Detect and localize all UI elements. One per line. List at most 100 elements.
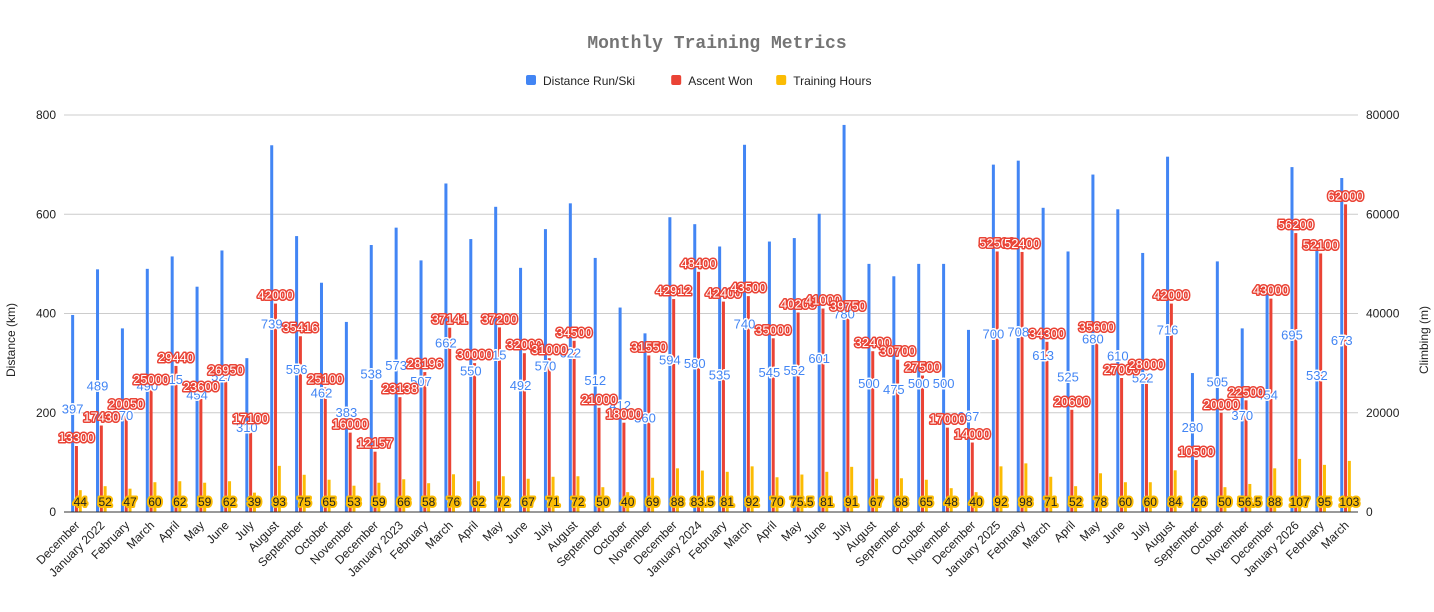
- data-label-hours: 83.5: [691, 495, 715, 509]
- bar-hours: [1322, 464, 1326, 512]
- data-label-hours: 81: [721, 495, 735, 509]
- data-label-ascent: 52400: [1004, 236, 1040, 251]
- x-tick-label: June: [204, 518, 233, 547]
- data-label-distance: 545: [759, 365, 781, 380]
- legend-swatch: [776, 75, 787, 85]
- bar-hours: [700, 470, 704, 512]
- data-label-distance: 515: [161, 372, 183, 387]
- bar-distance: [195, 286, 199, 512]
- data-label-hours: 62: [223, 495, 237, 509]
- data-label-ascent: 25000: [133, 372, 169, 387]
- data-label-distance: 475: [883, 382, 905, 397]
- data-label-ascent: 32400: [855, 335, 891, 350]
- bar-ascent: [921, 375, 925, 512]
- bar-ascent: [522, 353, 526, 512]
- y-tick-label-right: 80000: [1366, 108, 1400, 122]
- data-label-hours: 84: [1168, 495, 1182, 509]
- bar-ascent: [373, 451, 377, 512]
- legend-label: Distance Run/Ski: [543, 74, 635, 88]
- data-label-ascent: 18000: [606, 407, 642, 422]
- data-label-ascent: 17100: [233, 411, 269, 426]
- data-label-distance: 695: [1281, 328, 1303, 343]
- data-label-hours: 71: [546, 495, 560, 509]
- bar-hours: [850, 466, 854, 512]
- data-label-ascent: 16000: [332, 417, 368, 432]
- x-tick-label: May: [778, 518, 804, 544]
- data-label-hours: 72: [497, 495, 511, 509]
- data-label-ascent: 14000: [954, 427, 990, 442]
- data-label-distance: 370: [112, 408, 134, 423]
- bar-ascent: [473, 363, 477, 512]
- bar-ascent: [1095, 335, 1099, 512]
- bar-ascent: [1045, 341, 1049, 512]
- bar-ascent: [970, 442, 974, 512]
- bar-ascent: [348, 432, 352, 512]
- bar-ascent: [1294, 233, 1298, 513]
- data-label-hours: 81: [820, 495, 834, 509]
- bar-ascent: [771, 338, 775, 512]
- data-label-distance: 500: [933, 376, 955, 391]
- bar-hours: [327, 479, 331, 512]
- bar-hours: [825, 471, 829, 512]
- data-label-hours: 62: [173, 495, 187, 509]
- bar-distance: [494, 206, 498, 512]
- data-label-ascent: 23138: [382, 381, 418, 396]
- bar-distance: [270, 145, 274, 513]
- y-tick-label-left: 200: [36, 406, 56, 420]
- data-label-ascent: 35416: [282, 320, 318, 335]
- data-label-hours: 60: [1119, 495, 1133, 509]
- bar-ascent: [1070, 409, 1074, 512]
- bar-distance: [120, 328, 124, 512]
- bar-hours: [1298, 458, 1302, 512]
- data-label-ascent: 42912: [656, 283, 692, 298]
- bar-hours: [899, 478, 903, 512]
- data-label-distance: 739: [261, 317, 283, 332]
- bar-distance: [1116, 209, 1120, 512]
- bar-distance: [1041, 207, 1045, 512]
- bar-distance: [1315, 247, 1319, 512]
- bar-ascent: [672, 299, 676, 512]
- data-label-ascent: 27500: [904, 360, 940, 375]
- bar-ascent: [1344, 204, 1348, 512]
- bar-distance: [842, 124, 846, 513]
- data-label-ascent: 37200: [481, 311, 517, 326]
- data-label-ascent: 48400: [680, 256, 716, 271]
- bar-distance: [71, 314, 75, 512]
- data-label-distance: 680: [1082, 331, 1104, 346]
- x-tick-label: April: [454, 518, 481, 545]
- bar-hours: [576, 476, 580, 512]
- bar-distance: [743, 144, 747, 512]
- bar-distance: [543, 229, 547, 512]
- data-label-hours: 60: [148, 495, 162, 509]
- bar-ascent: [1144, 373, 1148, 512]
- bar-ascent: [1120, 378, 1124, 512]
- data-label-ascent: 42000: [1153, 288, 1189, 303]
- data-label-distance: 556: [286, 362, 308, 377]
- data-label-hours: 68: [895, 495, 909, 509]
- data-label-ascent: 31000: [531, 342, 567, 357]
- data-label-hours: 67: [521, 495, 535, 509]
- bar-distance: [245, 358, 249, 512]
- x-tick-label: March: [124, 518, 157, 551]
- x-tick-label: March: [422, 518, 455, 551]
- data-label-hours: 39: [248, 495, 262, 509]
- bar-distance: [419, 260, 423, 512]
- bar-distance: [1141, 252, 1145, 512]
- data-label-ascent: 17430: [83, 410, 119, 425]
- data-label-distance: 573: [385, 358, 407, 373]
- legend-swatch: [671, 75, 682, 85]
- y-tick-label-right: 0: [1366, 505, 1373, 519]
- bar-ascent: [896, 359, 900, 512]
- bar-hours: [1099, 473, 1103, 512]
- bar-distance: [917, 263, 921, 512]
- bar-hours: [526, 478, 530, 512]
- bar-ascent: [398, 397, 402, 512]
- data-label-ascent: 25100: [307, 371, 343, 386]
- bar-hours: [924, 479, 928, 512]
- bar-distance: [966, 329, 970, 512]
- bar-ascent: [124, 412, 128, 512]
- bar-distance: [1290, 167, 1294, 512]
- data-label-distance: 507: [410, 374, 432, 389]
- bar-ascent: [224, 378, 228, 512]
